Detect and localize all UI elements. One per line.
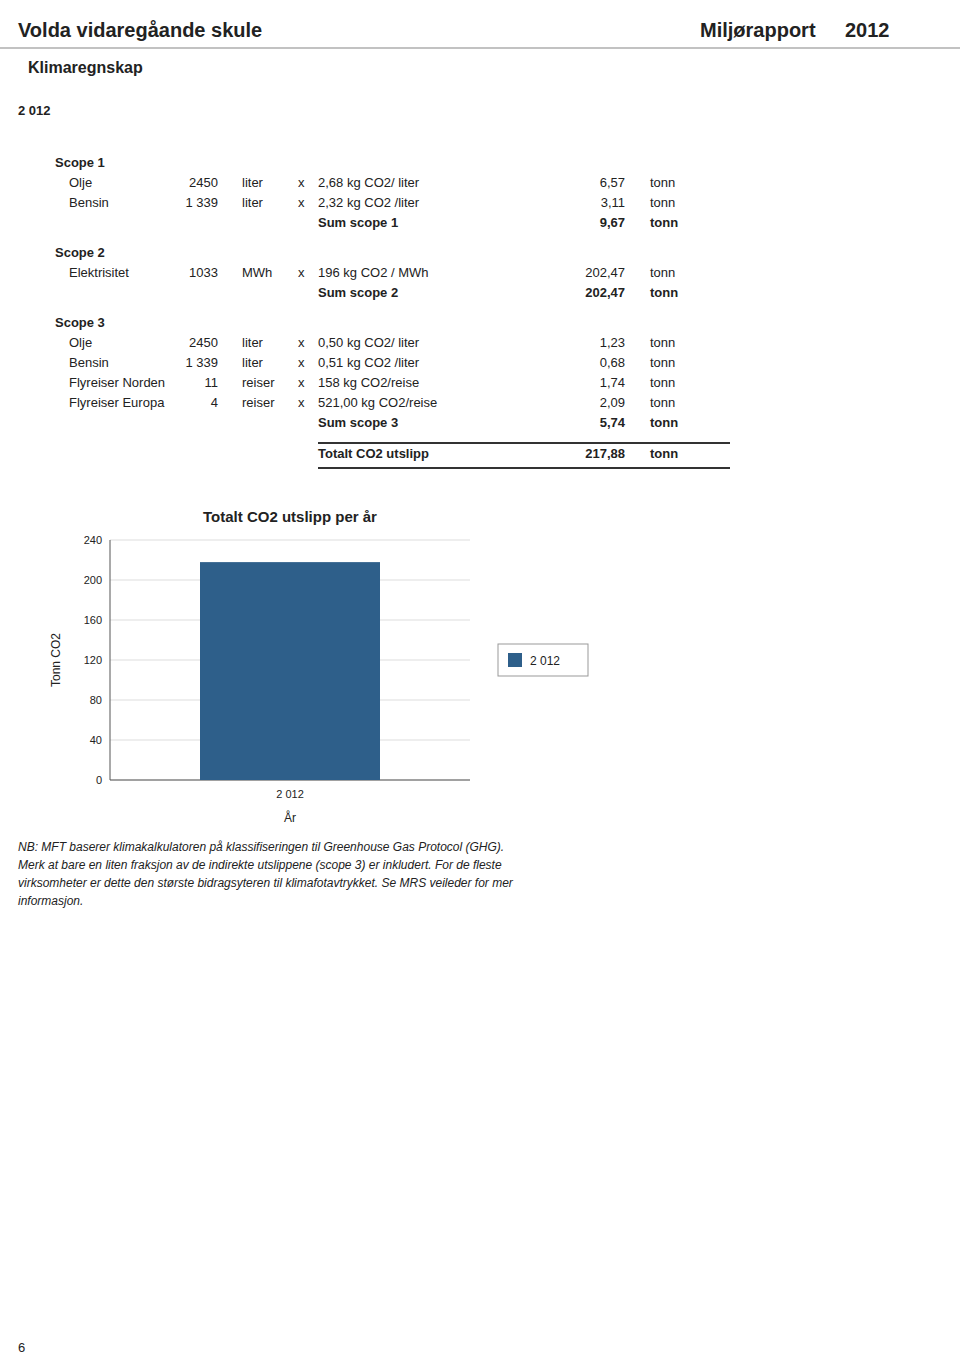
row-times: x xyxy=(298,335,305,351)
sum-value: 9,67 xyxy=(600,215,625,231)
page-canvas: Totalt CO2 utslipp per år 0 40 80 120 160 200 2… xyxy=(0,0,960,1371)
row-quantity: 1 339 xyxy=(185,355,218,371)
row-value-unit: tonn xyxy=(650,375,675,391)
y-tick-label: 120 xyxy=(84,654,102,666)
row-factor: 2,68 kg CO2/ liter xyxy=(318,175,419,191)
total-unit: tonn xyxy=(650,446,678,462)
total-label: Totalt CO2 utslipp xyxy=(318,446,429,462)
row-value: 2,09 xyxy=(600,395,625,411)
row-unit: liter xyxy=(242,355,263,371)
year-label: 2 012 xyxy=(18,103,51,119)
y-axis-label: Tonn CO2 xyxy=(49,633,63,687)
row-name: Flyreiser Norden xyxy=(69,375,165,391)
sum-value: 5,74 xyxy=(600,415,625,431)
subtitle: Klimaregnskap xyxy=(28,58,143,77)
row-name: Bensin xyxy=(69,195,109,211)
bars xyxy=(200,562,380,780)
y-axis-line xyxy=(110,540,111,780)
row-value-unit: tonn xyxy=(650,195,675,211)
row-quantity: 2450 xyxy=(189,175,218,191)
row-unit: MWh xyxy=(242,265,272,281)
row-value-unit: tonn xyxy=(650,355,675,371)
row-unit: liter xyxy=(242,175,263,191)
row-times: x xyxy=(298,265,305,281)
row-name: Olje xyxy=(69,175,92,191)
bar xyxy=(200,562,380,780)
sum-label: Sum scope 2 xyxy=(318,285,398,301)
row-value-unit: tonn xyxy=(650,265,675,281)
row-value: 1,23 xyxy=(600,335,625,351)
sum-value: 202,47 xyxy=(585,285,625,301)
row-quantity: 4 xyxy=(211,395,218,411)
footnote: Merk at bare en liten fraksjon av de ind… xyxy=(18,858,502,872)
total-value: 217,88 xyxy=(585,446,625,462)
y-tick-label: 200 xyxy=(84,574,102,586)
row-times: x xyxy=(298,395,305,411)
footnote: informasjon. xyxy=(18,894,83,908)
row-quantity: 1 339 xyxy=(185,195,218,211)
row-value-unit: tonn xyxy=(650,395,675,411)
row-unit: reiser xyxy=(242,375,275,391)
y-tick-label: 0 xyxy=(96,774,102,786)
x-axis-label: År xyxy=(284,810,296,825)
total-rule xyxy=(318,467,730,469)
legend: 2 012 xyxy=(498,644,588,676)
row-name: Bensin xyxy=(69,355,109,371)
legend-swatch xyxy=(508,653,522,667)
header-rule xyxy=(0,48,960,49)
x-tick-label: 2 012 xyxy=(276,788,304,800)
row-factor: 0,51 kg CO2 /liter xyxy=(318,355,419,371)
header-title: Volda vidaregåande skule xyxy=(18,18,262,42)
footnote: virksomheter er dette den største bidrag… xyxy=(18,876,513,890)
row-value-unit: tonn xyxy=(650,175,675,191)
row-value: 202,47 xyxy=(585,265,625,281)
page-number: 6 xyxy=(18,1340,25,1356)
sum-label: Sum scope 3 xyxy=(318,415,398,431)
row-value: 0,68 xyxy=(600,355,625,371)
row-factor: 2,32 kg CO2 /liter xyxy=(318,195,419,211)
row-name: Olje xyxy=(69,335,92,351)
sum-label: Sum scope 1 xyxy=(318,215,398,231)
chart-title: Totalt CO2 utslipp per år xyxy=(203,508,377,525)
row-factor: 196 kg CO2 / MWh xyxy=(318,265,429,281)
row-times: x xyxy=(298,355,305,371)
row-name: Elektrisitet xyxy=(69,265,129,281)
header-year: 2012 xyxy=(845,18,890,42)
footnote: NB: MFT baserer klimakalkulatoren på kla… xyxy=(18,840,504,854)
row-value: 6,57 xyxy=(600,175,625,191)
row-unit: liter xyxy=(242,335,263,351)
row-times: x xyxy=(298,195,305,211)
scope-label: Scope 1 xyxy=(55,155,105,171)
total-rule xyxy=(318,442,730,444)
legend-label: 2 012 xyxy=(530,654,560,668)
y-tick-label: 40 xyxy=(90,734,102,746)
legend-box xyxy=(498,644,588,676)
row-quantity: 2450 xyxy=(189,335,218,351)
row-name: Flyreiser Europa xyxy=(69,395,164,411)
row-value-unit: tonn xyxy=(650,335,675,351)
row-times: x xyxy=(298,175,305,191)
row-times: x xyxy=(298,375,305,391)
y-tick-label: 80 xyxy=(90,694,102,706)
sum-unit: tonn xyxy=(650,285,678,301)
row-quantity: 1033 xyxy=(189,265,218,281)
scope-label: Scope 3 xyxy=(55,315,105,331)
row-value: 1,74 xyxy=(600,375,625,391)
row-unit: reiser xyxy=(242,395,275,411)
header-report: Miljørapport xyxy=(700,18,816,42)
grid-line xyxy=(110,540,470,541)
row-value: 3,11 xyxy=(601,195,625,211)
y-tick-label: 160 xyxy=(84,614,102,626)
row-unit: liter xyxy=(242,195,263,211)
sum-unit: tonn xyxy=(650,215,678,231)
sum-unit: tonn xyxy=(650,415,678,431)
y-tick-label: 240 xyxy=(84,534,102,546)
row-factor: 0,50 kg CO2/ liter xyxy=(318,335,419,351)
row-factor: 158 kg CO2/reise xyxy=(318,375,419,391)
scope-label: Scope 2 xyxy=(55,245,105,261)
row-quantity: 11 xyxy=(205,375,219,391)
row-factor: 521,00 kg CO2/reise xyxy=(318,395,437,411)
